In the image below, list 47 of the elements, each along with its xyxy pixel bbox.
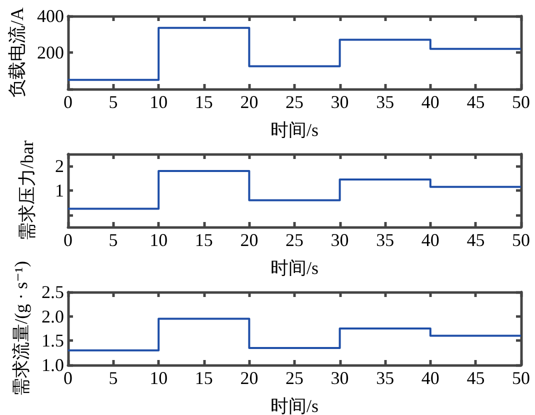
x-tick-label: 15 bbox=[194, 92, 213, 112]
x-axis-title: 时间/s bbox=[270, 120, 319, 140]
x-axis-title: 时间/s bbox=[270, 396, 319, 415]
x-tick-label: 45 bbox=[466, 230, 485, 250]
x-tick-label: 5 bbox=[108, 92, 118, 112]
x-tick-label: 45 bbox=[466, 368, 485, 388]
x-tick-label: 10 bbox=[150, 230, 168, 250]
y-tick-label: 2 bbox=[55, 156, 64, 176]
y-tick-label: 2.5 bbox=[42, 282, 64, 302]
x-tick-label: 5 bbox=[108, 368, 118, 388]
x-tick-label: 35 bbox=[376, 368, 394, 388]
y-tick-label: 200 bbox=[37, 42, 64, 62]
y-axis-title: 负载电流/A bbox=[7, 8, 28, 98]
x-tick-label: 30 bbox=[330, 230, 349, 250]
x-tick-label: 25 bbox=[286, 92, 304, 112]
y-tick-label: 1.5 bbox=[42, 330, 64, 351]
x-tick-label: 0 bbox=[64, 92, 72, 112]
x-tick-label: 25 bbox=[286, 368, 304, 388]
x-tick-label: 40 bbox=[421, 368, 440, 388]
x-tick-label: 10 bbox=[150, 368, 168, 388]
x-tick-label: 35 bbox=[376, 230, 394, 250]
x-tick-label: 30 bbox=[330, 92, 349, 112]
x-tick-label: 20 bbox=[240, 230, 258, 250]
x-tick-label: 50 bbox=[512, 92, 530, 112]
x-tick-label: 20 bbox=[240, 92, 258, 112]
x-tick-label: 5 bbox=[108, 230, 118, 250]
y-tick-label: 400 bbox=[37, 6, 64, 26]
y-tick-label: 1 bbox=[55, 180, 64, 201]
x-tick-label: 40 bbox=[421, 230, 440, 250]
x-tick-label: 15 bbox=[194, 368, 213, 388]
x-tick-label: 0 bbox=[64, 230, 72, 250]
y-tick-label: 1.0 bbox=[42, 355, 64, 375]
x-tick-label: 20 bbox=[240, 368, 258, 388]
x-tick-label: 10 bbox=[150, 92, 168, 112]
y-axis-title: 需求流量/(g · s⁻¹) bbox=[11, 261, 31, 396]
x-tick-label: 25 bbox=[286, 230, 304, 250]
x-axis-title: 时间/s bbox=[270, 258, 319, 278]
x-tick-label: 45 bbox=[466, 92, 485, 112]
y-tick-label: 2.0 bbox=[42, 306, 64, 326]
x-tick-label: 35 bbox=[376, 92, 394, 112]
x-tick-label: 30 bbox=[330, 368, 349, 388]
x-tick-label: 50 bbox=[512, 368, 530, 388]
x-tick-label: 15 bbox=[194, 230, 213, 250]
x-tick-label: 40 bbox=[421, 92, 440, 112]
x-tick-label: 50 bbox=[512, 230, 530, 250]
x-tick-label: 0 bbox=[64, 368, 72, 388]
y-axis-title: 需求压力/bar bbox=[17, 140, 37, 241]
